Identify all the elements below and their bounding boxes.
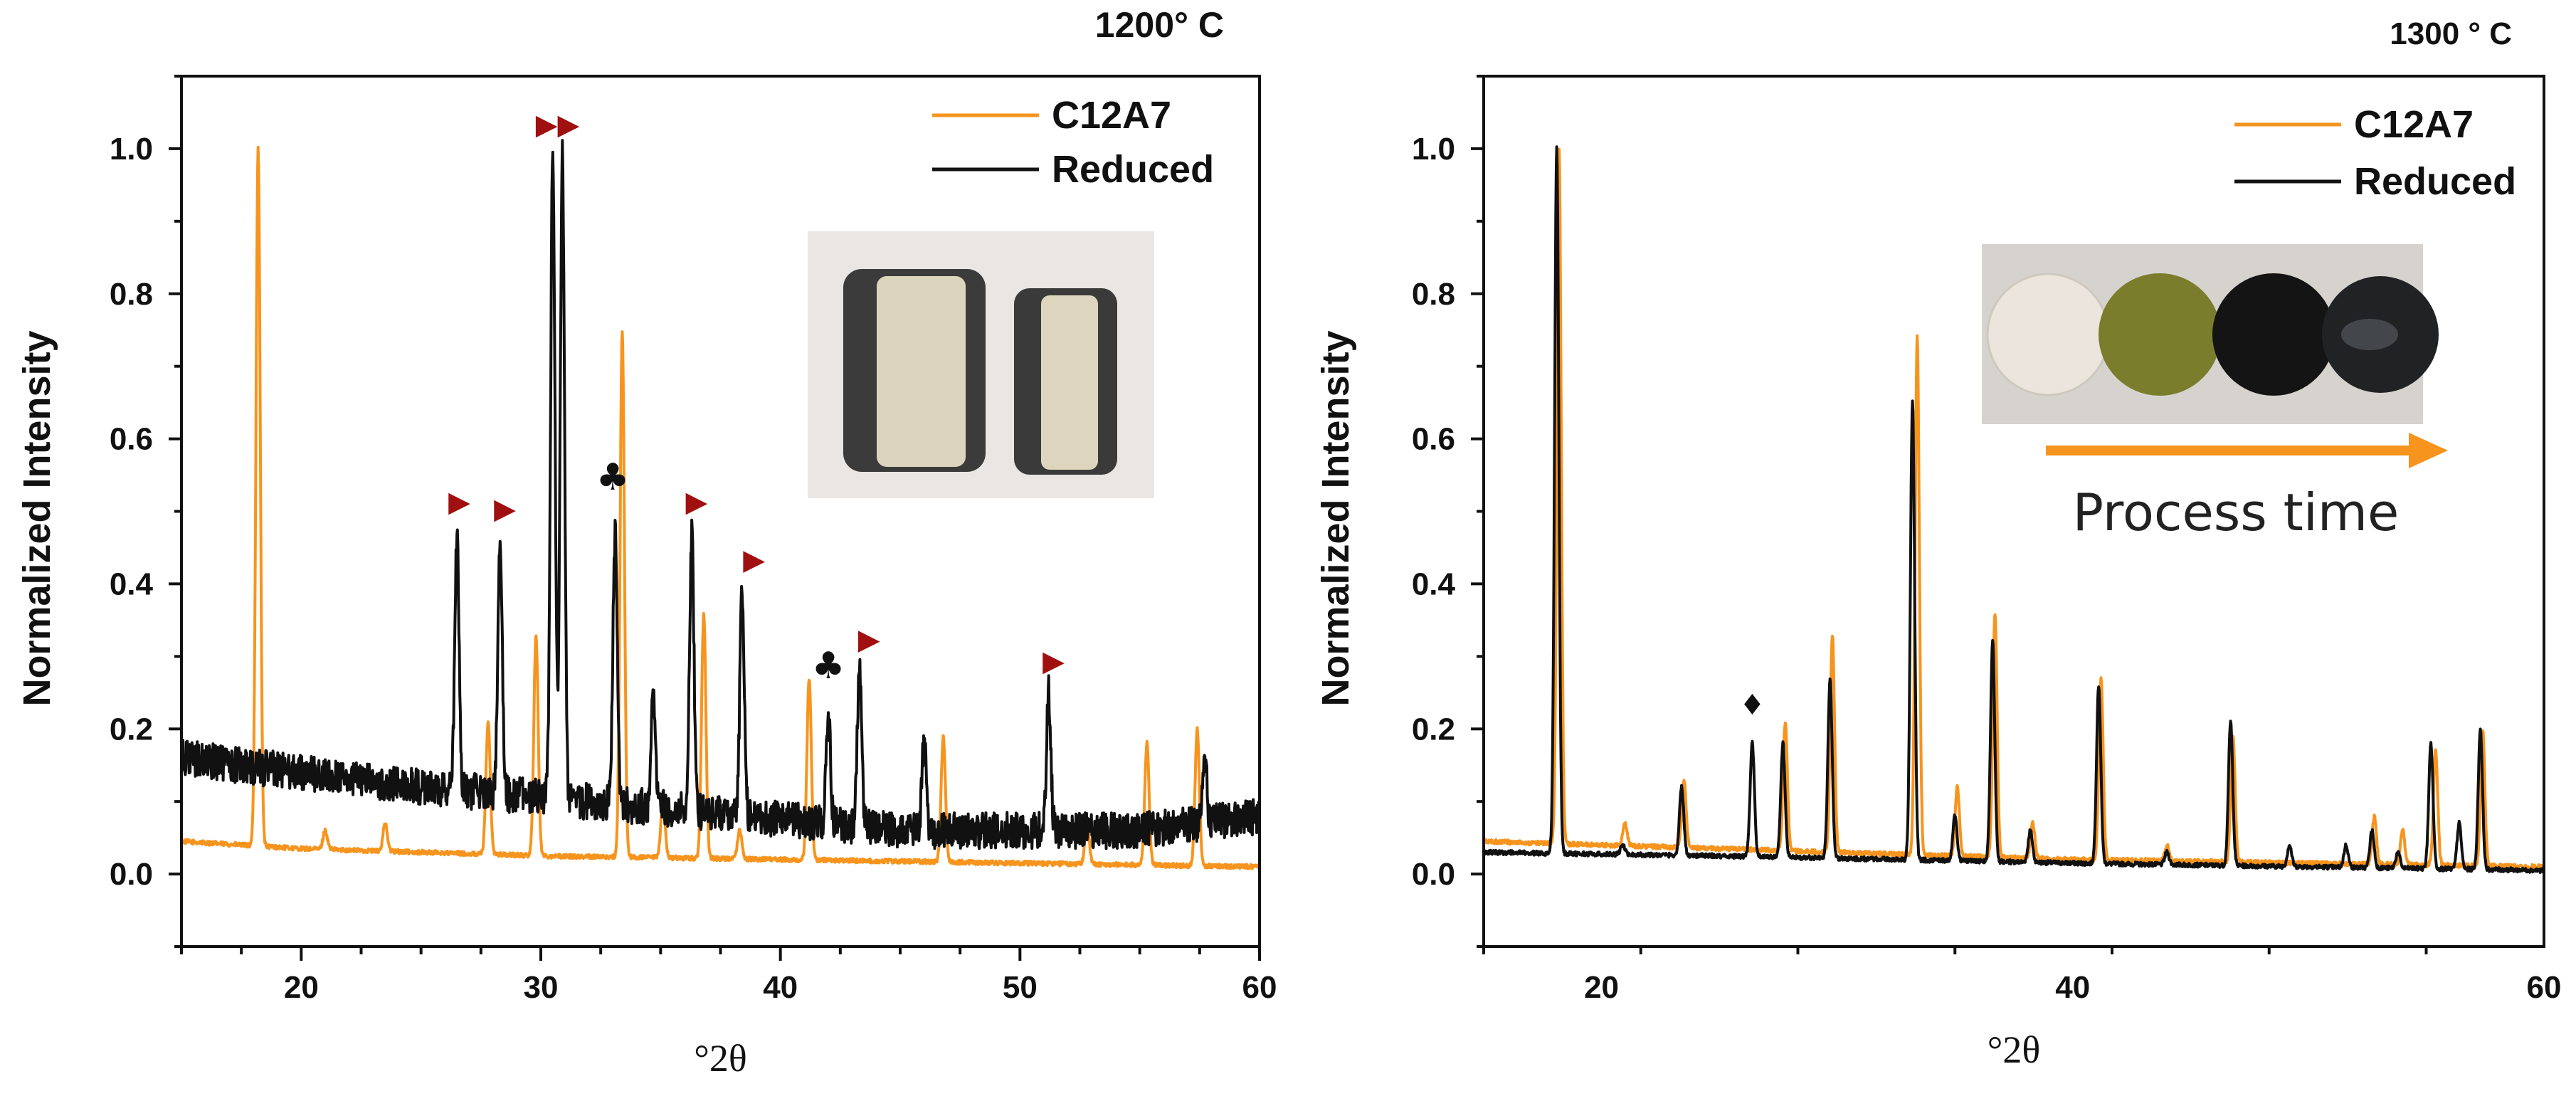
y-axis-title: Normalized Intensity: [1314, 330, 1357, 706]
y-tick-label: 0.4: [110, 567, 154, 601]
y-tick-label: 0.6: [110, 422, 153, 457]
x-tick-label: 60: [2527, 970, 2562, 1005]
y-tick-label: 0.8: [1412, 277, 1455, 312]
panel-1300c: 0.0 0.2 0.4 0.6 0.8 1.0 20 40 60 °2θ Normalized In…: [1314, 16, 2561, 1071]
y-tick-label: 0.8: [110, 277, 153, 312]
legend-label-c12a7: C12A7: [2354, 103, 2474, 146]
process-arrow-head: [2409, 433, 2448, 468]
legend-label-c12a7: C12A7: [1052, 94, 1171, 137]
legend-label-reduced: Reduced: [2354, 160, 2516, 203]
legend-label-reduced: Reduced: [1052, 148, 1214, 191]
peak-marker: ▶: [685, 486, 707, 519]
y-tick-label: 0.0: [1412, 857, 1455, 892]
y-tick-label: 0.2: [110, 712, 153, 747]
peak-marker: ▶: [858, 623, 880, 656]
y-tick-label: 0.4: [1412, 567, 1456, 601]
y-tick-label: 1.0: [1412, 132, 1455, 167]
peak-marker: ▶▶: [536, 109, 580, 142]
peak-marker: ▶: [494, 493, 516, 526]
x-tick-label: 30: [524, 970, 559, 1005]
inset-photo-pellets: [808, 231, 1154, 498]
chart-title: 1200° C: [1095, 5, 1224, 45]
x-tick-label: 40: [2055, 970, 2090, 1005]
x-tick-label: 50: [1003, 970, 1038, 1005]
series-line-reduced: [183, 139, 1258, 850]
process-time-caption: Process time: [2073, 483, 2400, 542]
y-axis-title: Normalized Intensity: [16, 330, 58, 706]
y-tick-label: 0.6: [1412, 422, 1455, 457]
disc-white: [1986, 273, 2110, 396]
chart-title: 1300 ° C: [2390, 16, 2512, 51]
y-tick-label: 0.0: [110, 857, 153, 892]
y-tick-label: 1.0: [110, 132, 153, 167]
disc-green: [2099, 273, 2221, 396]
panel-1200c: 0.0 0.2 0.4 0.6 0.8 1.0 20 30 40 50 60 °2θ Normalize…: [16, 5, 1277, 1080]
series-line-reduced: [1485, 145, 2543, 874]
peak-marker: ♣: [596, 456, 630, 499]
y-tick-label: 0.2: [1412, 712, 1455, 747]
pellet-2-core: [1041, 295, 1098, 470]
disc-black: [2212, 273, 2335, 396]
peak-marker: ▶: [1042, 646, 1065, 678]
x-tick-label: 20: [1584, 970, 1619, 1005]
series-line-c12a7: [183, 145, 1258, 870]
peak-marker: ▶: [448, 486, 470, 519]
x-axis-title: °2θ: [694, 1037, 746, 1080]
peak-marker: ♣: [812, 645, 845, 687]
x-tick-label: 40: [763, 970, 798, 1005]
process-arrow-shaft: [2046, 446, 2416, 455]
inset-photo-discs: [1982, 244, 2439, 424]
pellet-1-core: [877, 276, 966, 467]
disc-reflection: [2341, 319, 2398, 350]
peak-marker: ▶: [743, 544, 765, 576]
x-tick-label: 20: [284, 970, 319, 1005]
peak-marker: ♦: [1740, 689, 1765, 722]
x-tick-label: 60: [1242, 970, 1277, 1005]
x-axis-title: °2θ: [1988, 1028, 2040, 1071]
